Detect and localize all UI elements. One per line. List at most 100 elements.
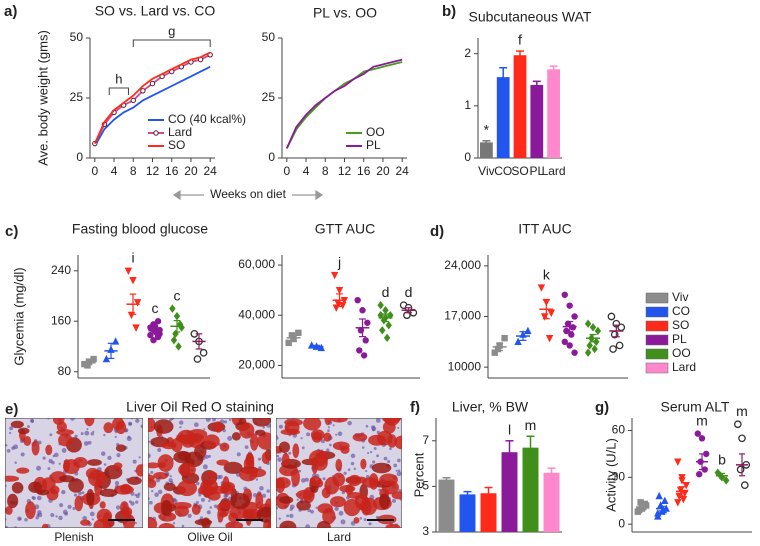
- lipid-droplet: [343, 498, 361, 517]
- nucleus: [207, 454, 211, 458]
- lipid-droplet: [329, 496, 346, 508]
- nucleus: [150, 470, 154, 474]
- nucleus: [326, 448, 330, 452]
- chart-title: SO vs. Lard vs. CO: [95, 3, 216, 19]
- point: [491, 349, 498, 356]
- legend-label: SO: [168, 138, 185, 152]
- point: [545, 335, 554, 343]
- nucleus: [17, 516, 22, 521]
- point: [330, 271, 339, 280]
- lipid-droplet: [385, 523, 401, 528]
- nucleus: [203, 427, 206, 431]
- nucleus: [135, 418, 140, 423]
- point: [591, 344, 598, 354]
- nucleus: [179, 426, 182, 429]
- annotation: d: [405, 284, 413, 300]
- point: [494, 345, 502, 353]
- point: [379, 326, 386, 335]
- line: [94, 53, 211, 145]
- legend-swatch: [153, 130, 159, 136]
- y-tick-label: 0: [464, 150, 471, 164]
- y-axis-label: Ave. body weight (gms): [35, 30, 50, 166]
- panel-letter: g): [595, 399, 609, 416]
- nucleus: [61, 489, 66, 495]
- legend-swatch: [645, 292, 669, 304]
- lipid-droplet: [127, 476, 142, 485]
- lipid-droplet: [99, 501, 106, 509]
- lipid-droplet: [368, 434, 387, 446]
- lipid-droplet: [252, 418, 271, 427]
- nucleus: [51, 461, 55, 465]
- point: [568, 331, 575, 338]
- line-marker: [140, 88, 146, 94]
- point: [364, 319, 371, 326]
- nucleus: [116, 453, 121, 458]
- annotation: g: [168, 23, 175, 38]
- lipid-droplet: [352, 433, 368, 442]
- y-tick-label: 160: [51, 313, 71, 327]
- point: [124, 267, 133, 275]
- annotation: m: [736, 403, 748, 419]
- nucleus: [257, 457, 262, 461]
- nucleus: [206, 510, 211, 515]
- lipid-droplet: [324, 418, 332, 426]
- lipid-droplet: [254, 429, 266, 436]
- lipid-droplet: [339, 484, 356, 493]
- nucleus: [338, 510, 344, 516]
- nucleus: [350, 461, 355, 466]
- nucleus: [115, 505, 121, 510]
- bar: [496, 77, 510, 158]
- point: [571, 349, 578, 356]
- nucleus: [365, 424, 369, 428]
- point: [563, 327, 570, 335]
- nucleus: [363, 518, 367, 521]
- x-tick-label: 0: [91, 164, 98, 178]
- nucleus: [81, 491, 85, 495]
- point: [738, 434, 746, 443]
- nucleus: [228, 418, 232, 422]
- nucleus: [289, 513, 294, 519]
- point: [609, 345, 617, 353]
- lipid-droplet: [41, 523, 49, 528]
- nucleus: [373, 446, 377, 450]
- lipid-droplet: [10, 420, 24, 429]
- nucleus: [368, 522, 372, 526]
- lipid-droplet: [16, 467, 30, 474]
- lipid-droplet: [308, 449, 329, 467]
- lipid-droplet: [256, 506, 271, 523]
- nucleus: [107, 455, 112, 460]
- bar: [547, 69, 560, 158]
- nucleus: [55, 515, 58, 518]
- lipid-droplet: [148, 474, 155, 482]
- annotation: m: [696, 412, 708, 428]
- lipid-droplet: [177, 480, 198, 497]
- nucleus: [200, 497, 205, 502]
- point: [694, 430, 701, 437]
- nucleus: [315, 506, 318, 509]
- nucleus: [372, 428, 375, 432]
- nucleus: [178, 420, 184, 425]
- panel-letter: d): [430, 223, 444, 240]
- lipid-droplet: [261, 451, 271, 464]
- nucleus: [255, 478, 259, 481]
- legend-label: Viv: [672, 290, 688, 304]
- weeks-arrow: [172, 189, 324, 201]
- arrow-head: [315, 189, 324, 201]
- lipid-droplet: [5, 475, 20, 482]
- lipid-droplet: [311, 431, 323, 443]
- nucleus: [371, 425, 375, 430]
- nucleus: [42, 456, 46, 460]
- point: [360, 352, 368, 359]
- nucleus: [244, 445, 249, 449]
- nucleus: [67, 504, 72, 509]
- lipid-droplet: [219, 442, 230, 452]
- point: [90, 355, 97, 363]
- nucleus: [127, 421, 132, 426]
- nucleus: [70, 418, 75, 421]
- nucleus: [337, 431, 343, 437]
- y-tick-label: 80: [58, 364, 72, 378]
- lipid-droplet: [114, 484, 134, 495]
- lipid-droplet: [317, 503, 334, 514]
- nucleus: [91, 518, 94, 521]
